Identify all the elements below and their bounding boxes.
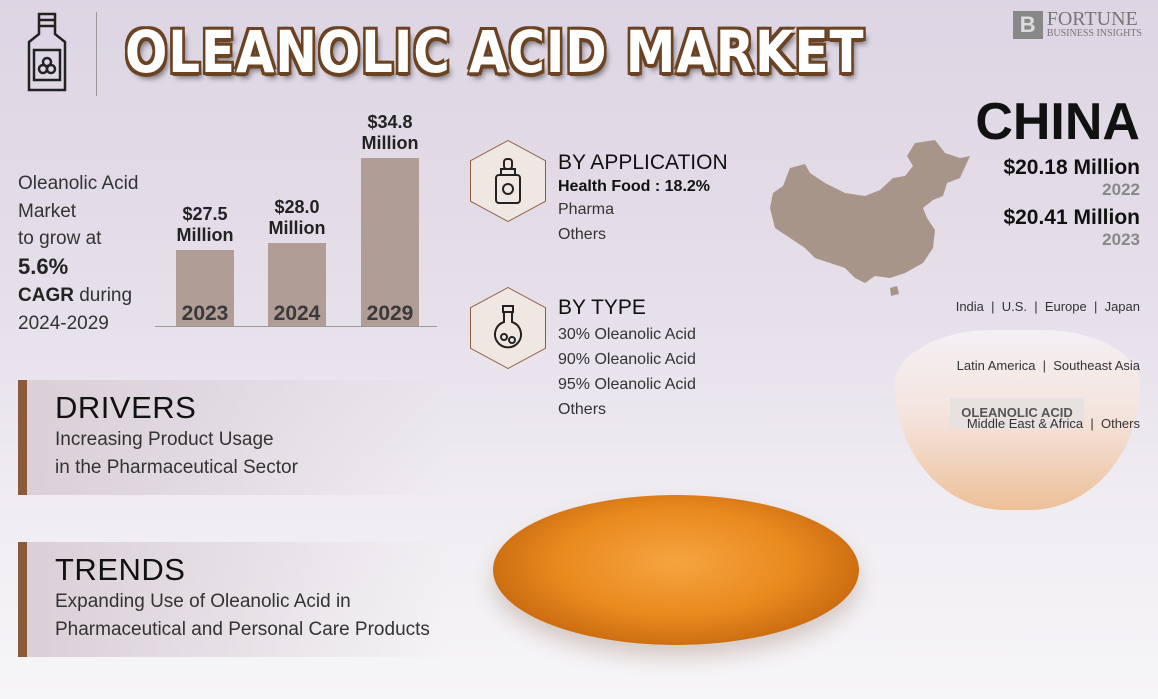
segment-item: Others xyxy=(558,401,607,418)
cagr-value: 5.6% xyxy=(18,253,69,279)
drivers-text: Increasing Product Usage xyxy=(55,429,274,450)
application-hexagon xyxy=(470,140,546,222)
type-segment: BY TYPE 30% Oleanolic Acid 90% Oleanolic… xyxy=(558,296,696,422)
bar-2029: 2029 xyxy=(361,158,419,326)
dropper-bottle-icon xyxy=(495,158,521,204)
segment-title: BY APPLICATION xyxy=(558,151,728,174)
china-year: 2022 xyxy=(1102,180,1140,199)
region-list: India | U.S. | Europe | Japan xyxy=(955,299,1140,314)
china-value-2023: $20.41 Million xyxy=(1003,206,1140,229)
bar-value-label: $28.0 Million xyxy=(268,197,326,239)
china-section: CHINA $20.18 Million 2022 $20.41 Million… xyxy=(956,92,1140,473)
flask-icon xyxy=(494,305,522,349)
growth-line: to grow at xyxy=(18,228,102,249)
segment-item: 30% Oleanolic Acid xyxy=(558,326,696,343)
drivers-title: DRIVERS xyxy=(55,390,197,425)
drivers-box: DRIVERS Increasing Product Usage in the … xyxy=(18,380,448,495)
region-list: Middle East & Africa | Others xyxy=(966,416,1140,431)
china-year: 2023 xyxy=(1102,230,1140,249)
bottle-icon xyxy=(27,12,67,92)
page-title: OLEANOLIC ACID MARKET xyxy=(125,18,865,86)
growth-period: 2024-2029 xyxy=(18,312,109,334)
segment-item: 95% Oleanolic Acid xyxy=(558,376,696,393)
segment-item: Pharma xyxy=(558,201,615,218)
china-value-2022: $20.18 Million xyxy=(1003,156,1140,179)
bar-category-label: 2029 xyxy=(366,302,414,325)
growth-line: during xyxy=(73,285,133,306)
region-title: CHINA xyxy=(975,93,1140,151)
divider xyxy=(96,12,97,96)
fortune-logo: B FORTUNE BUSINESS INSIGHTS xyxy=(1012,8,1142,39)
cagr-label: CAGR xyxy=(18,285,74,306)
chart-axis xyxy=(155,326,437,327)
region-list: Latin America | Southeast Asia xyxy=(956,357,1140,373)
growth-statement: Oleanolic Acid Market to grow at 5.6% CA… xyxy=(18,170,138,337)
segment-highlight: Health Food : 18.2% xyxy=(558,178,711,195)
growth-line: Market xyxy=(18,200,77,222)
bar-category-label: 2023 xyxy=(181,301,229,325)
trends-text: Expanding Use of Oleanolic Acid in xyxy=(55,591,351,612)
application-segment: BY APPLICATION Health Food : 18.2% Pharm… xyxy=(558,151,728,247)
trends-text: Pharmaceutical and Personal Care Product… xyxy=(55,619,430,640)
type-hexagon xyxy=(470,287,546,369)
segment-item: Others xyxy=(558,226,607,243)
bar-2024: 2024 xyxy=(268,243,326,326)
logo-line2: BUSINESS INSIGHTS xyxy=(1046,28,1142,39)
drivers-text: in the Pharmaceutical Sector xyxy=(55,457,298,478)
growth-line: Oleanolic Acid xyxy=(18,173,139,194)
bar-value-label: $34.8 Million xyxy=(361,112,419,153)
bar-value-label: $27.5 Million xyxy=(176,203,234,245)
logo-line1: FORTUNE xyxy=(1046,8,1138,30)
trends-box: TRENDS Expanding Use of Oleanolic Acid i… xyxy=(18,542,448,657)
petri-dish-photo xyxy=(493,495,859,645)
china-map-icon xyxy=(770,140,970,296)
segment-item: 90% Oleanolic Acid xyxy=(558,351,696,368)
segment-title: BY TYPE xyxy=(558,296,646,319)
trends-title: TRENDS xyxy=(55,552,186,587)
bar-2023: 2023 xyxy=(176,249,234,326)
logo-mark: B xyxy=(1012,10,1043,39)
flask-label: OLEANOLIC ACID xyxy=(950,398,1084,428)
bar-category-label: 2024 xyxy=(273,301,321,325)
